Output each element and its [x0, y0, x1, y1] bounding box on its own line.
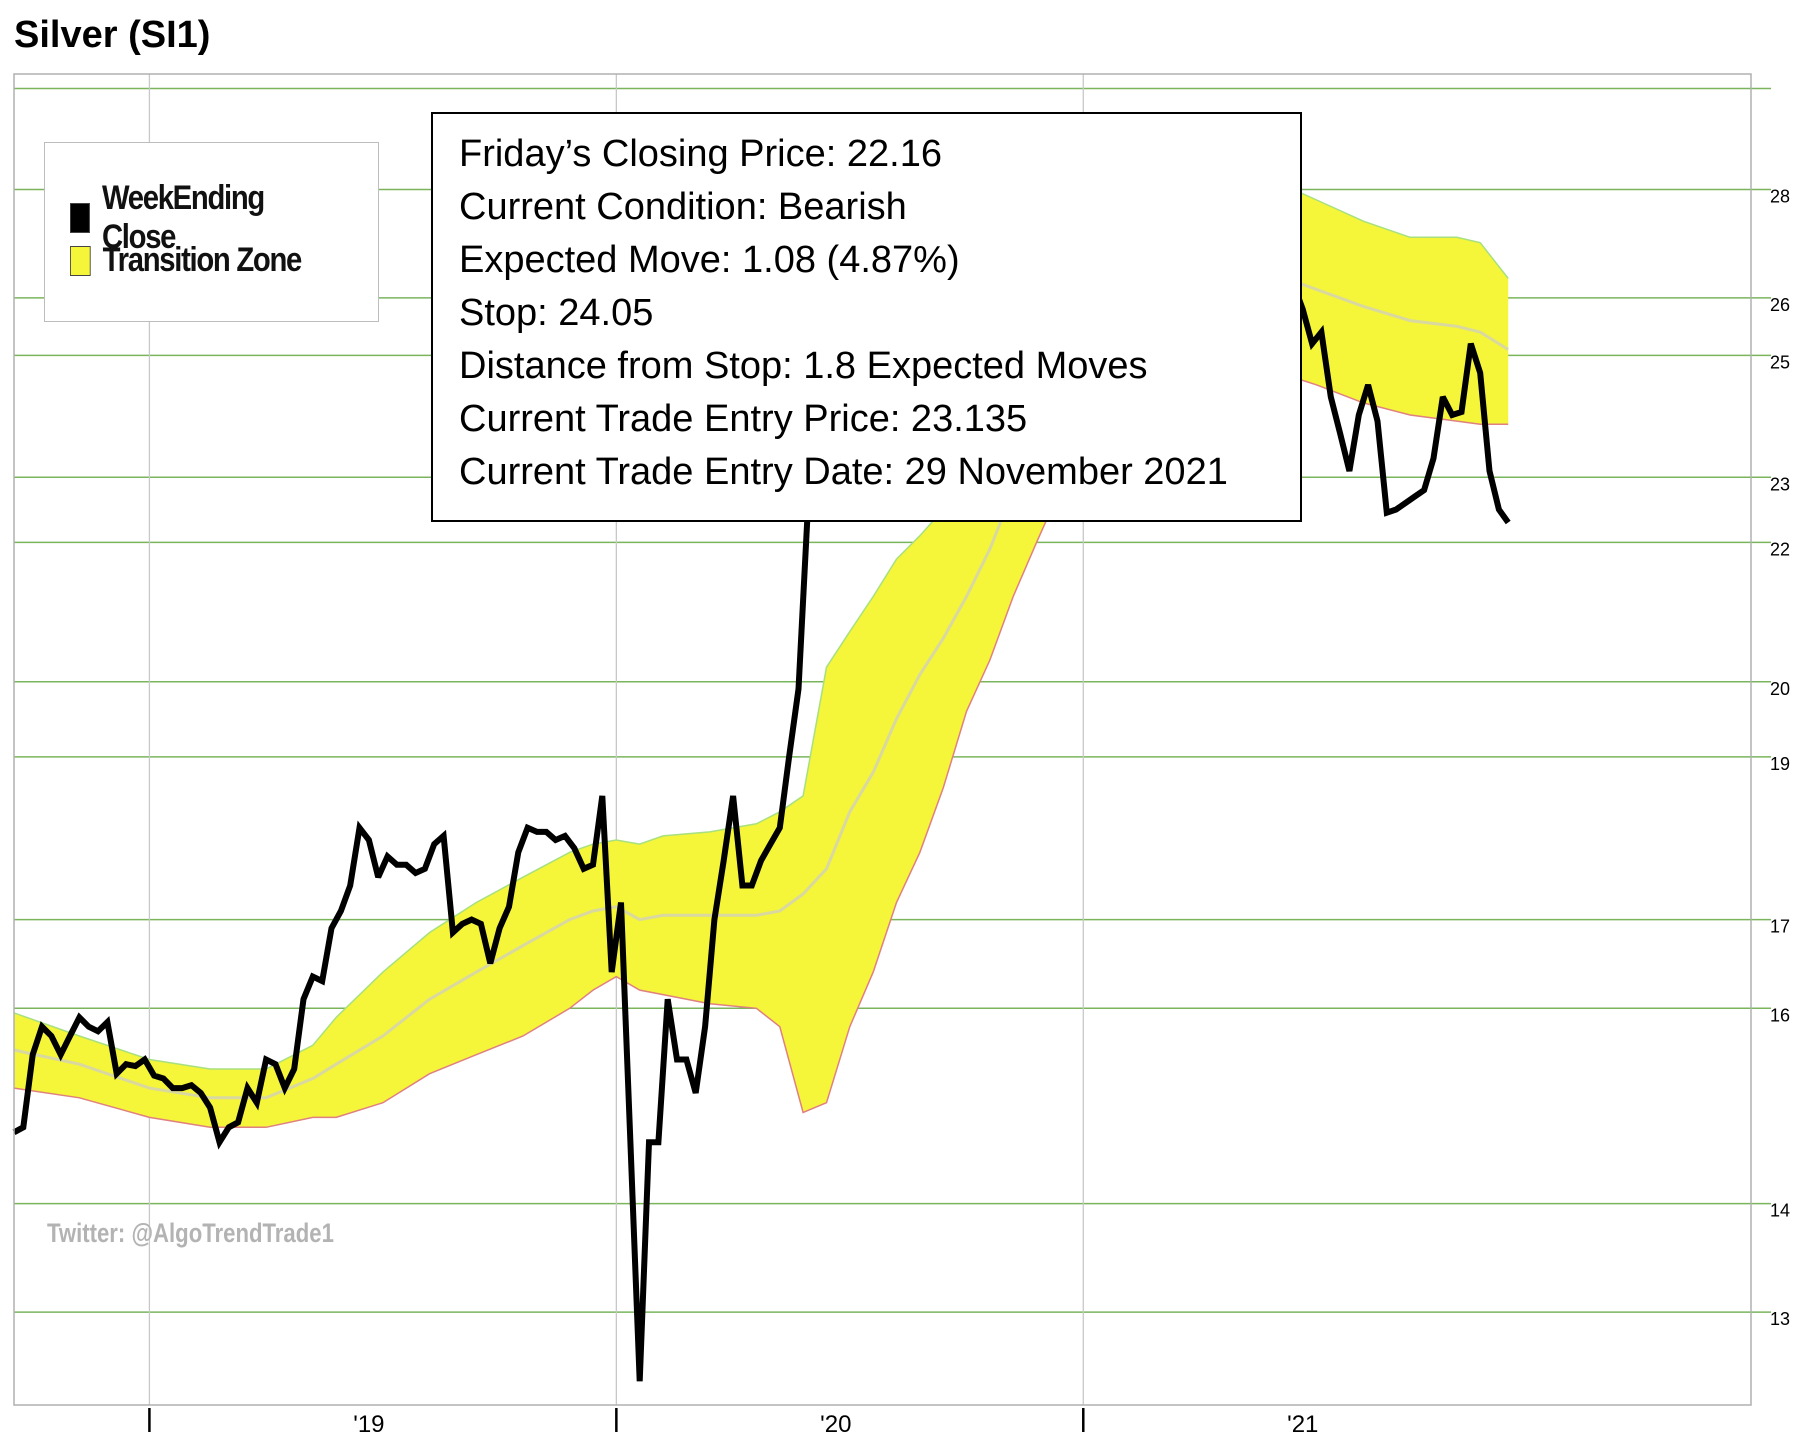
x-tick-label: '21 — [1287, 1411, 1318, 1438]
y-tick-label: 16 — [1770, 1005, 1790, 1025]
legend-item-weekending-close: WeekEnding Close — [70, 179, 335, 257]
info-closing-price: Friday’s Closing Price: 22.16 — [459, 133, 942, 175]
legend-swatch-zone — [70, 245, 91, 276]
y-tick-label: 20 — [1770, 679, 1790, 699]
y-tick-label: 25 — [1770, 352, 1790, 372]
legend-label-close: WeekEnding Close — [101, 179, 265, 256]
y-tick-label: 22 — [1770, 539, 1790, 559]
trade-info-box: Friday’s Closing Price: 22.16 Current Co… — [431, 112, 1302, 522]
y-tick-label: 26 — [1770, 295, 1790, 315]
legend-item-transition-zone: Transition Zone — [70, 241, 303, 280]
x-axis-tick-labels: '19 '20 '21 — [148, 1408, 1318, 1438]
y-tick-label: 17 — [1770, 917, 1790, 937]
watermark: Twitter: @AlgoTrendTrade1 — [47, 1218, 334, 1248]
x-tick-label: '19 — [353, 1411, 384, 1438]
info-distance-from-stop: Distance from Stop: 1.8 Expected Moves — [459, 345, 1148, 387]
y-axis-tick-labels: 13 14 16 17 19 20 22 23 25 26 28 — [1770, 187, 1790, 1330]
info-entry-price: Current Trade Entry Price: 23.135 — [459, 398, 1028, 440]
info-stop: Stop: 24.05 — [459, 292, 654, 334]
legend-label-zone: Transition Zone — [102, 241, 303, 279]
y-tick-label: 23 — [1770, 474, 1790, 494]
y-tick-label: 19 — [1770, 754, 1790, 774]
y-tick-label: 13 — [1770, 1309, 1790, 1329]
y-tick-label: 28 — [1770, 187, 1790, 207]
legend-swatch-close — [70, 203, 90, 233]
legend: WeekEnding Close Transition Zone — [44, 142, 379, 322]
chart-title: Silver (SI1) — [14, 14, 211, 56]
y-tick-label: 14 — [1770, 1201, 1790, 1221]
info-entry-date: Current Trade Entry Date: 29 November 20… — [459, 451, 1228, 493]
info-current-condition: Current Condition: Bearish — [459, 186, 907, 228]
info-expected-move: Expected Move: 1.08 (4.87%) — [459, 239, 960, 281]
plot-frame — [13, 73, 1752, 1406]
x-tick-label: '20 — [820, 1411, 851, 1438]
